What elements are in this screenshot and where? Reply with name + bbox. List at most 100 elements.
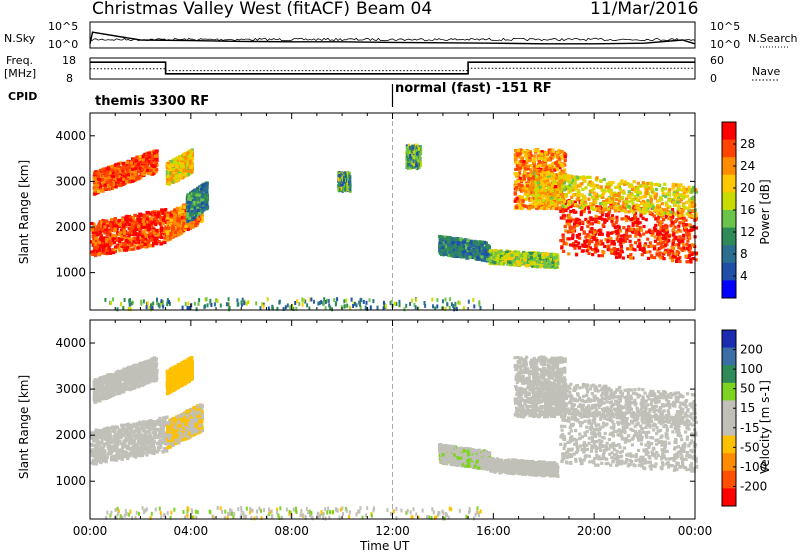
power-cell xyxy=(98,250,102,254)
power-cell xyxy=(172,172,176,176)
power-cell xyxy=(186,172,191,176)
power-cell xyxy=(132,160,136,164)
power-cell xyxy=(122,246,126,250)
power-cell xyxy=(136,224,141,228)
power-cell xyxy=(174,179,179,183)
power-cell xyxy=(119,235,123,239)
time-axis-label: Time UT xyxy=(360,539,410,553)
power-cell xyxy=(146,217,150,221)
power-cell xyxy=(200,215,204,219)
power-cell xyxy=(180,156,185,160)
power-cell xyxy=(166,174,170,178)
power-cell xyxy=(157,240,161,244)
power-cell xyxy=(107,175,111,179)
power-cell xyxy=(188,215,192,219)
power-cell xyxy=(91,252,95,256)
noise-right-tick-top: 10^5 xyxy=(710,20,741,33)
power-cell xyxy=(526,264,530,268)
power-cell xyxy=(114,180,118,184)
power-cell xyxy=(148,220,152,224)
power-cell xyxy=(553,265,557,270)
power-cell xyxy=(178,168,183,172)
power-cell xyxy=(169,168,173,172)
power-cell xyxy=(133,227,138,231)
power-cell xyxy=(499,261,503,265)
power-cell xyxy=(114,224,118,228)
power-cell xyxy=(481,246,486,250)
power-cell xyxy=(203,187,207,191)
power-cell xyxy=(175,213,179,218)
power-cell xyxy=(163,215,167,219)
power-cell xyxy=(111,183,115,187)
power-cell xyxy=(149,168,153,172)
power-cell xyxy=(110,165,114,169)
power-cell xyxy=(139,245,143,249)
power-cell xyxy=(176,207,180,211)
power-cell xyxy=(133,173,137,177)
power-cell xyxy=(165,235,169,239)
power-cell xyxy=(181,209,185,213)
nave-line xyxy=(90,67,695,72)
power-cell xyxy=(102,219,107,223)
power-cell xyxy=(189,165,193,169)
power-cell xyxy=(501,256,505,260)
power-cell xyxy=(168,230,172,234)
power-cell xyxy=(102,244,107,248)
power-cell xyxy=(457,241,461,245)
power-cell xyxy=(134,241,138,245)
power-cell xyxy=(130,247,134,251)
power-cell xyxy=(131,177,136,181)
power-cell xyxy=(117,218,121,223)
power-cell xyxy=(133,213,137,217)
power-cell xyxy=(143,237,147,242)
power-cell xyxy=(107,246,111,250)
power-cell xyxy=(102,171,107,175)
power-cell xyxy=(188,159,192,163)
power-cell xyxy=(113,234,117,238)
power-cell xyxy=(98,242,102,246)
power-cell xyxy=(170,160,174,164)
power-cell xyxy=(145,214,149,218)
power-cell xyxy=(121,169,125,173)
noise-right-label: N.Search xyxy=(748,32,798,45)
power-cell xyxy=(171,173,175,177)
power-cell xyxy=(141,238,145,242)
power-cell xyxy=(549,253,553,257)
power-cell xyxy=(185,212,190,216)
power-cell xyxy=(466,242,470,246)
power-cell xyxy=(515,256,519,260)
power-cell xyxy=(155,242,159,246)
power-cell xyxy=(126,165,130,169)
power-cell xyxy=(177,211,182,215)
freq-line xyxy=(90,61,695,75)
power-cell xyxy=(200,187,204,191)
power-cell xyxy=(161,217,166,221)
power-cell xyxy=(124,180,129,184)
power-cell xyxy=(132,247,136,251)
power-cell xyxy=(125,239,129,243)
power-cell xyxy=(148,212,152,216)
power-cell xyxy=(111,233,115,237)
power-cell xyxy=(191,219,195,224)
power-cell xyxy=(182,218,186,222)
power-cell xyxy=(115,171,119,175)
power-cell xyxy=(113,176,117,180)
power-cell xyxy=(186,151,190,155)
power-cell xyxy=(193,188,197,192)
power-cell xyxy=(177,233,181,237)
power-cell xyxy=(438,244,442,248)
power-cell xyxy=(94,236,98,240)
power-cell xyxy=(475,249,479,253)
power-cell xyxy=(153,164,157,168)
power-cell xyxy=(112,225,116,229)
power-cell xyxy=(156,215,160,219)
power-cell xyxy=(110,224,114,228)
power-cell xyxy=(152,231,157,235)
power-cell xyxy=(136,217,140,221)
freq-label: Freq. xyxy=(6,54,34,67)
power-cell xyxy=(109,233,113,237)
power-cell xyxy=(170,215,174,219)
power-cell xyxy=(101,181,106,185)
power-cell xyxy=(103,225,107,229)
power-cell xyxy=(161,222,165,226)
